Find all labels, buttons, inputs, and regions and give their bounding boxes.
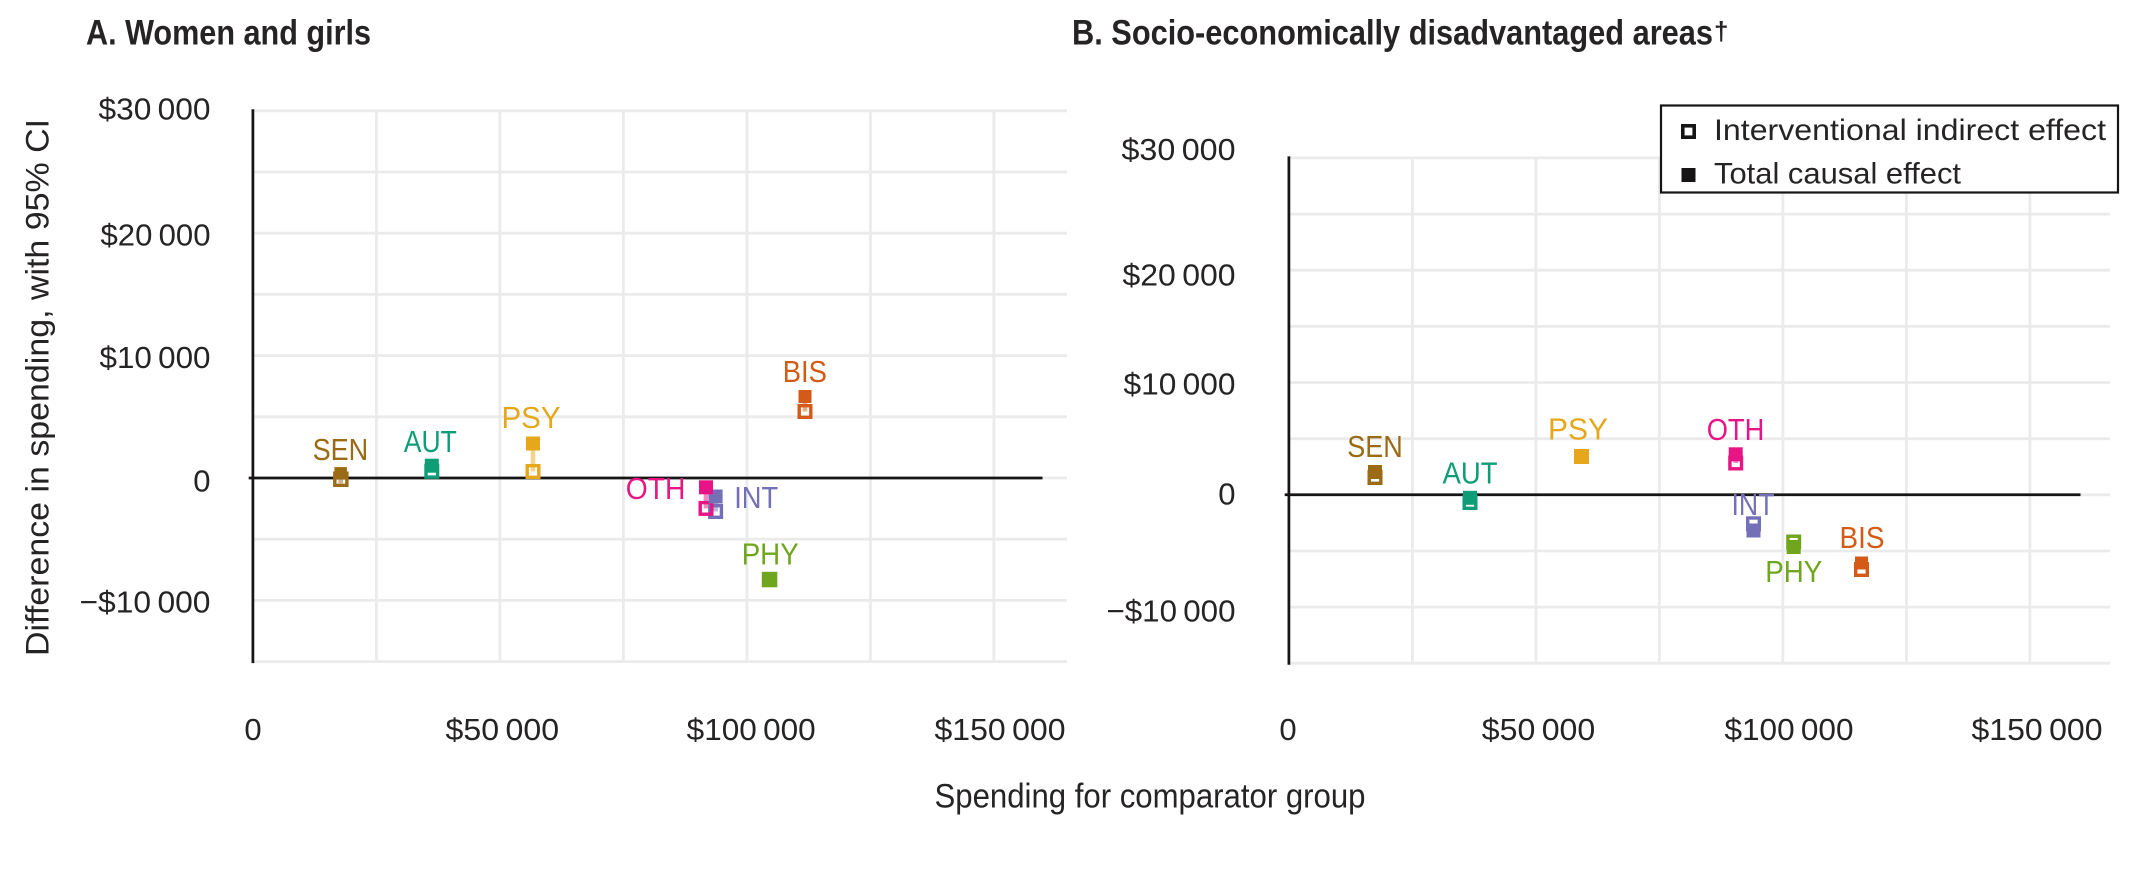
svg-text:$30 000: $30 000 (1122, 132, 1236, 167)
svg-text:A. Women and girls: A. Women and girls (86, 14, 371, 53)
svg-text:$150 000: $150 000 (1972, 712, 2103, 747)
svg-text:Total causal effect: Total causal effect (1714, 158, 1962, 191)
svg-text:$10 000: $10 000 (100, 340, 211, 375)
svg-text:$20 000: $20 000 (101, 217, 211, 252)
svg-text:BIS: BIS (783, 354, 827, 389)
svg-text:0: 0 (193, 463, 210, 498)
svg-text:$10 000: $10 000 (1124, 366, 1236, 401)
svg-text:OTH: OTH (626, 471, 686, 506)
svg-text:SEN: SEN (1347, 429, 1403, 464)
svg-text:$100 000: $100 000 (687, 712, 816, 747)
svg-text:0: 0 (1218, 477, 1235, 512)
svg-text:−$10 000: −$10 000 (1107, 593, 1236, 628)
svg-text:$30 000: $30 000 (99, 91, 211, 126)
svg-text:BIS: BIS (1840, 520, 1885, 555)
svg-text:Spending for comparator group: Spending for comparator group (935, 778, 1366, 816)
svg-text:AUT: AUT (404, 424, 457, 459)
svg-text:$50 000: $50 000 (1482, 712, 1596, 747)
svg-text:$100 000: $100 000 (1725, 712, 1854, 747)
svg-text:0: 0 (1279, 712, 1296, 747)
svg-text:AUT: AUT (1443, 455, 1498, 490)
svg-text:Interventional indirect effect: Interventional indirect effect (1714, 114, 2107, 147)
svg-text:$20 000: $20 000 (1123, 257, 1236, 292)
svg-text:†: † (1714, 16, 1728, 46)
svg-text:$150 000: $150 000 (935, 712, 1066, 747)
svg-text:$50 000: $50 000 (446, 712, 560, 747)
svg-text:PSY: PSY (1548, 412, 1608, 447)
svg-text:Difference in spending, with 9: Difference in spending, with 95% CI (20, 119, 56, 656)
svg-text:−$10 000: −$10 000 (80, 585, 211, 620)
svg-text:PSY: PSY (502, 400, 561, 435)
svg-text:PHY: PHY (1765, 554, 1822, 589)
svg-text:INT: INT (734, 480, 778, 515)
svg-text:INT: INT (1732, 487, 1775, 522)
svg-text:SEN: SEN (313, 432, 369, 467)
svg-text:0: 0 (244, 712, 261, 747)
svg-text:OTH: OTH (1707, 412, 1765, 447)
svg-text:B. Socio-economically disadvan: B. Socio-economically disadvantaged area… (1072, 14, 1713, 53)
svg-text:PHY: PHY (742, 537, 799, 572)
